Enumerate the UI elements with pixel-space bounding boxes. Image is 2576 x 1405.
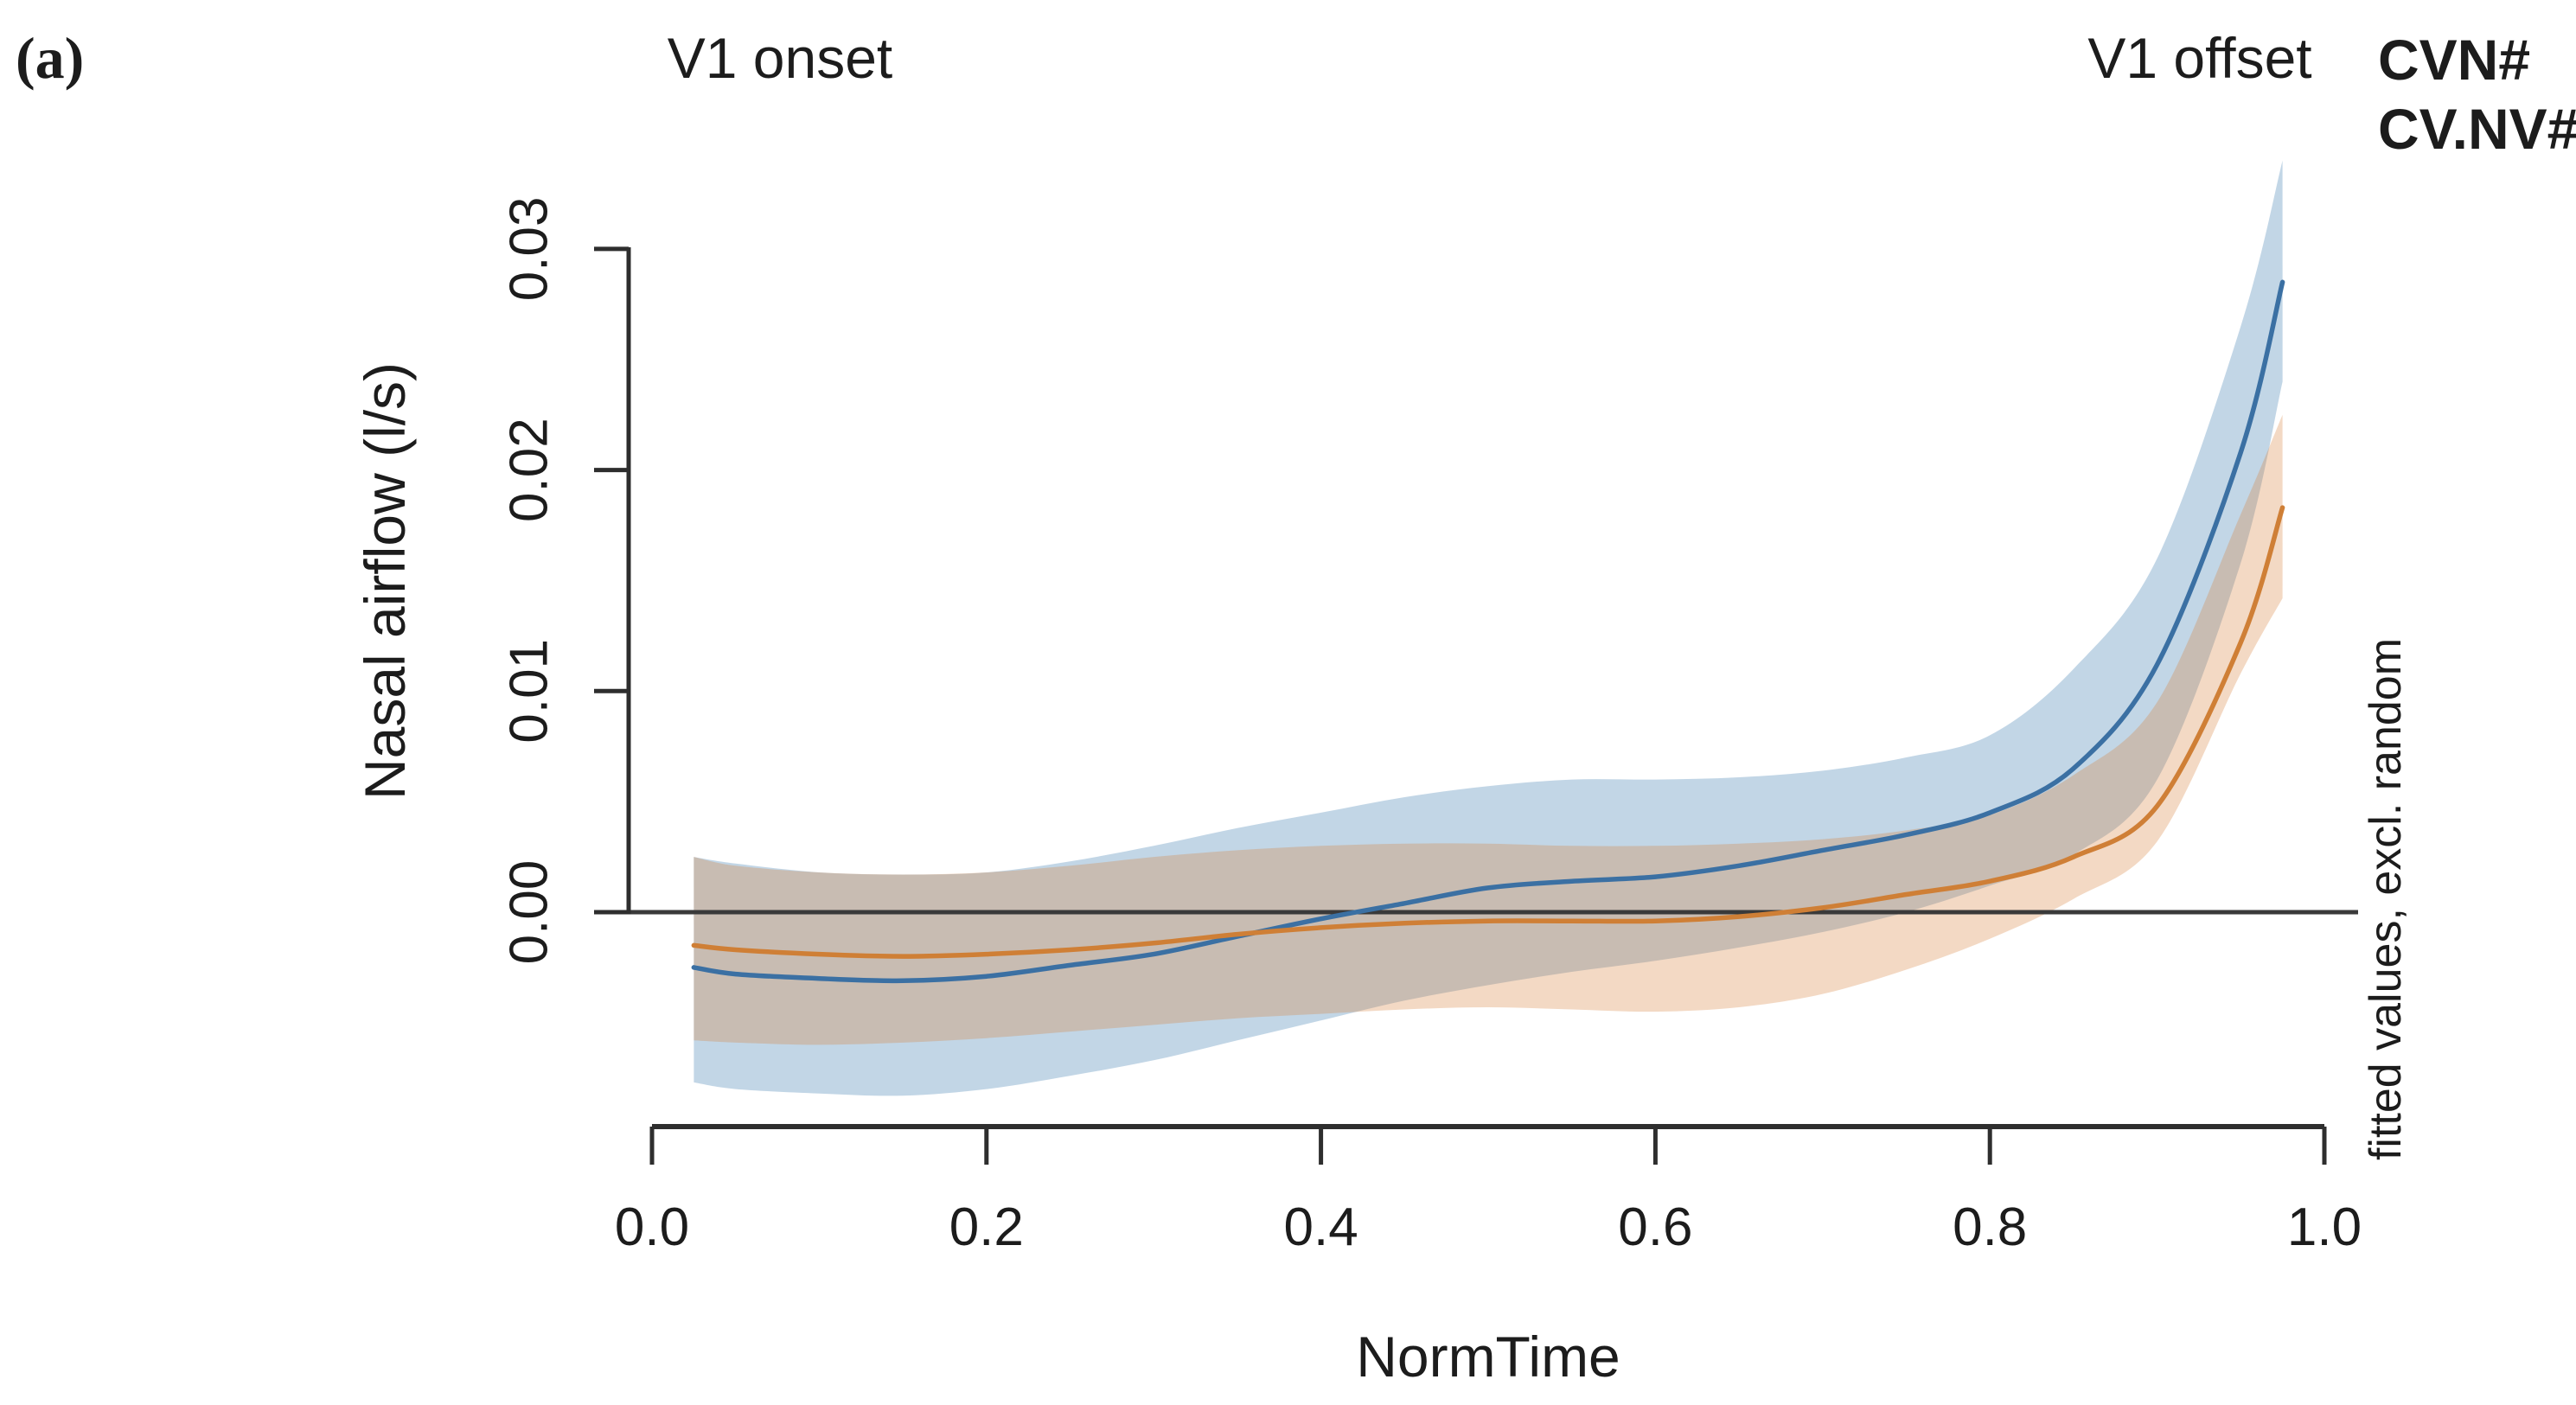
cvnv-fitted-line: [691, 505, 2285, 959]
v1-offset-annotation: V1 offset: [2087, 26, 2311, 90]
confidence-bands-layer: [694, 160, 2283, 1096]
fitted-curves-layer: [691, 279, 2285, 984]
x-axis-title: NormTime: [1356, 1325, 1620, 1389]
x-tick-label: 0.0: [615, 1197, 689, 1257]
y-tick-label: 0.02: [500, 418, 559, 522]
y-axis-title: Nasal airflow (l/s): [353, 362, 417, 800]
y-tick-label: 0.01: [500, 639, 559, 744]
legend-entry-cvn: CVN#: [2378, 28, 2530, 92]
side-note-fitted-values: fitted values, excl. random: [2361, 638, 2411, 1160]
cvn-confidence-band: [694, 160, 2283, 1096]
y-tick-label: 0.00: [500, 860, 559, 965]
x-tick-label: 1.0: [2287, 1197, 2362, 1257]
x-tick-label: 0.2: [949, 1197, 1024, 1257]
panel-label: (a): [16, 25, 84, 91]
y-tick-label: 0.03: [500, 197, 559, 302]
cvnv-confidence-band: [694, 414, 2283, 1045]
x-tick-label: 0.6: [1618, 1197, 1692, 1257]
x-tick-label: 0.8: [1953, 1197, 2027, 1257]
axes-layer: [594, 246, 2327, 1165]
x-tick-label: 0.4: [1283, 1197, 1358, 1257]
v1-onset-annotation: V1 onset: [668, 26, 893, 90]
legend-entry-cvnv: CV.NV#: [2378, 97, 2576, 161]
cvn-fitted-line: [691, 279, 2285, 984]
tick-labels-layer: 0.00 0.01 0.02 0.03 0.0 0.2 0.4 0.6 0.8 1.0: [500, 197, 2362, 1257]
